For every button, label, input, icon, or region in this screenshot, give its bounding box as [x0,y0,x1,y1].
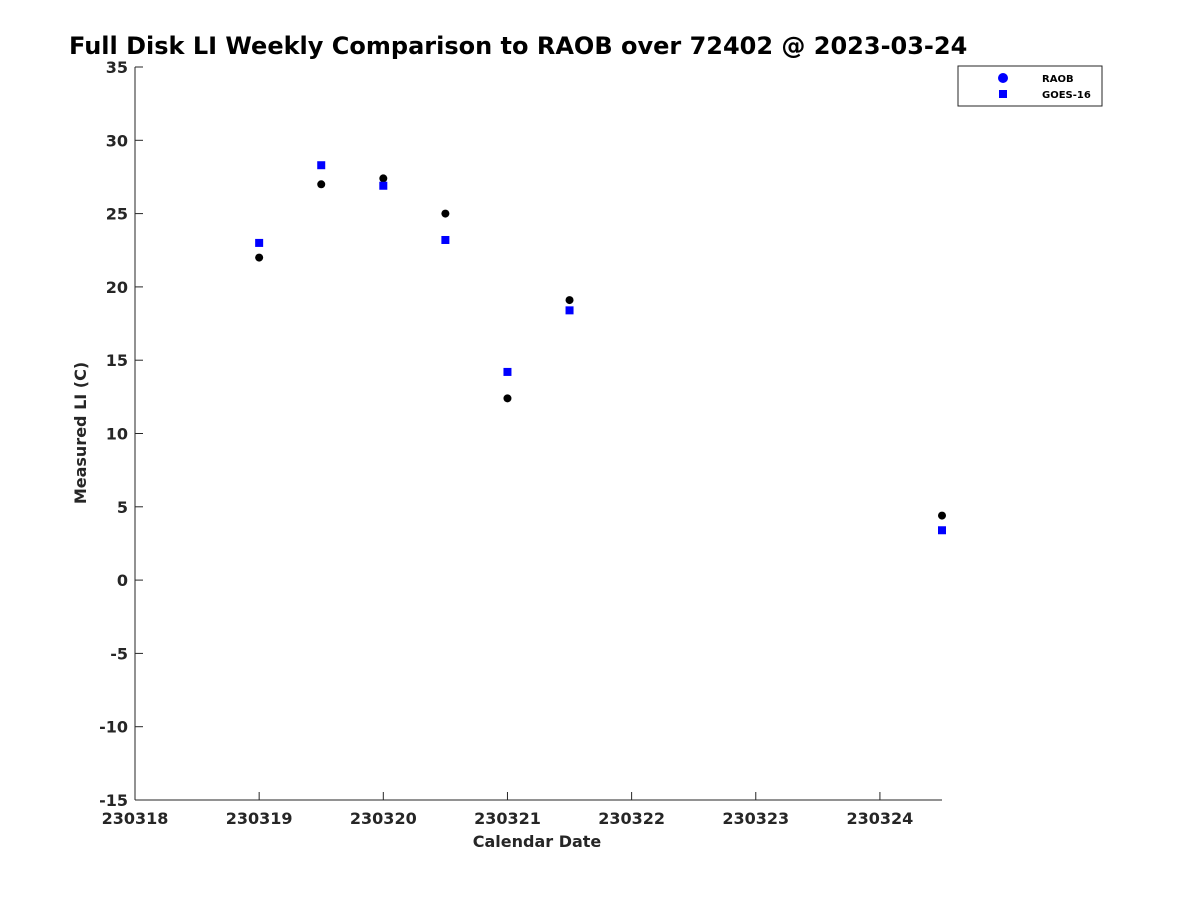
x-tick-label: 230323 [722,809,789,828]
x-tick-label: 230320 [350,809,417,828]
goes-16-point [565,306,574,315]
legend-goes-16-label: GOES-16 [1042,90,1091,101]
legend: RAOB GOES-16 [957,65,1103,107]
goes-16-point [503,367,512,376]
y-axis-title: Measured LI (C) [71,362,90,504]
y-tick-label: 10 [106,425,128,444]
y-tick-label: 15 [106,351,128,370]
raob-point [379,174,388,183]
legend-box [957,65,1103,107]
x-tick-label: 230318 [102,809,169,828]
raob-point [441,209,450,218]
x-tick-label: 230321 [474,809,541,828]
y-tick-label: -10 [99,718,128,737]
goes-16-point [379,181,388,190]
legend-raob-label: RAOB [1042,74,1074,85]
x-tick-label: 230322 [598,809,665,828]
goes-16-point [441,235,450,244]
raob-point [565,296,574,305]
goes-16-point [938,526,946,535]
y-tick-label: 0 [117,571,128,590]
y-tick-label: 35 [106,58,128,77]
y-tick-label: -15 [99,791,128,810]
chart-title: Full Disk LI Weekly Comparison to RAOB o… [69,32,967,60]
x-tick-label: 230324 [847,809,914,828]
x-axis-title: Calendar Date [473,832,602,851]
raob-point [317,180,326,189]
x-tick-label: 230319 [226,809,293,828]
y-tick-label: 5 [117,498,128,517]
y-tick-label: 25 [106,205,128,224]
y-tick-label: 20 [106,278,128,297]
y-tick-label: 30 [106,131,128,150]
raob-point [938,511,946,520]
goes-16-point [317,161,326,170]
y-tick-label: -5 [110,644,128,663]
legend-goes-16-marker [999,90,1007,98]
raob-point [255,253,264,262]
raob-point [503,394,512,403]
legend-raob-marker [998,73,1008,83]
goes-16-point [255,238,264,247]
